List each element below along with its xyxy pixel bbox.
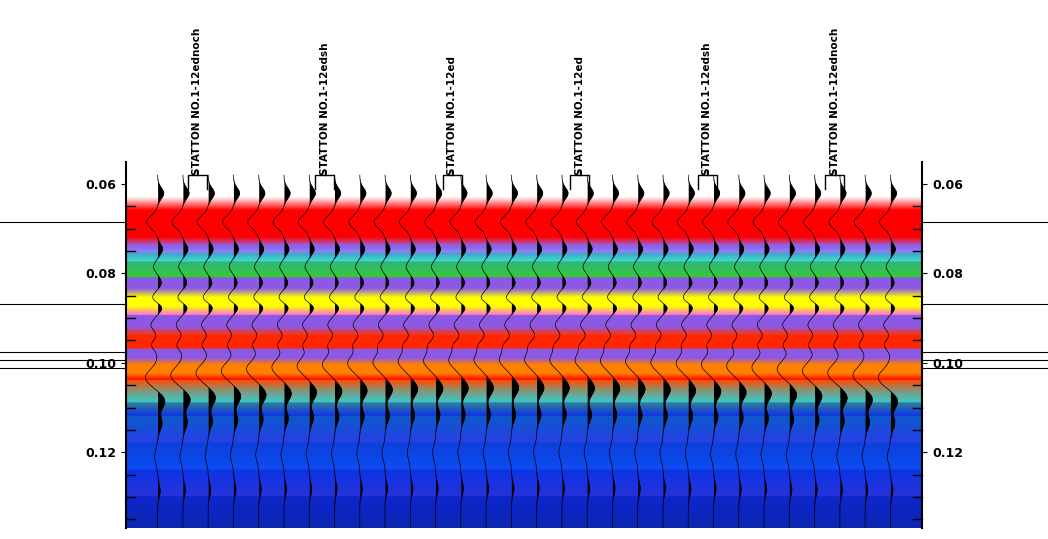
Text: STATTON NO.1-12ed: STATTON NO.1-12ed — [447, 56, 457, 175]
Text: STATTON NO.1-12ed: STATTON NO.1-12ed — [574, 56, 585, 175]
Text: STATTON NO.1-12edsh: STATTON NO.1-12edsh — [320, 43, 330, 175]
Text: STATTON NO.1-12ednoch: STATTON NO.1-12ednoch — [830, 28, 839, 175]
Text: STATTON NO.1-12ednoch: STATTON NO.1-12ednoch — [193, 28, 202, 175]
Text: STATTON NO.1-12edsh: STATTON NO.1-12edsh — [702, 43, 713, 175]
